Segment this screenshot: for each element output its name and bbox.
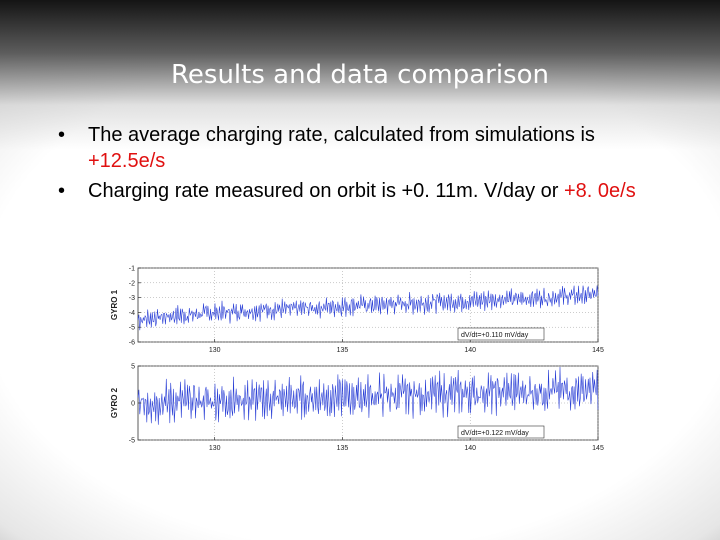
annotation-text: dV/dt=+0.122 mV/day xyxy=(461,430,529,437)
y-tick-label: -5 xyxy=(129,438,135,445)
x-tick-label: 140 xyxy=(464,445,476,452)
chart-panel: 130 135 140 145 5 0 -5 GYRO 2 dV/dt=+0.122 mV/da… xyxy=(110,364,604,453)
y-axis-label: GYRO 2 xyxy=(110,387,119,418)
chart-panel: 130 135 140 145 -1 -2 -3 -4 -5 -6 GYRO 1 dV/dt=+0.1… xyxy=(110,266,604,355)
y-tick-label: -2 xyxy=(129,280,135,287)
x-tick-label: 130 xyxy=(209,347,221,354)
x-tick-label: 135 xyxy=(337,445,349,452)
y-axis-label: GYRO 1 xyxy=(110,289,119,320)
annotation-box xyxy=(457,425,545,439)
bullet-highlight: +12.5e/s xyxy=(88,150,166,172)
y-tick-label: -3 xyxy=(129,295,135,302)
bullet-highlight: +8. 0e/s xyxy=(564,180,636,202)
bullet-text: The average charging rate, calculated fr… xyxy=(88,124,595,146)
x-tick-label: 145 xyxy=(592,445,604,452)
bullet-item: • The average charging rate, calculated … xyxy=(58,122,668,174)
bullet-text: Charging rate measured on orbit is +0. 1… xyxy=(88,180,564,202)
y-tick-label: -1 xyxy=(129,266,135,273)
x-tick-label: 145 xyxy=(592,347,604,354)
bullet-dot-icon: • xyxy=(58,124,66,146)
bullet-item: • Charging rate measured on orbit is +0.… xyxy=(58,178,668,204)
y-tick-label: 5 xyxy=(131,364,135,371)
x-tick-label: 135 xyxy=(337,347,349,354)
y-tick-label: -4 xyxy=(129,310,135,317)
x-tick-label: 140 xyxy=(464,347,476,354)
bullet-list: • The average charging rate, calculated … xyxy=(58,122,668,208)
y-tick-label: -6 xyxy=(129,340,135,347)
y-tick-label: 0 xyxy=(131,401,135,408)
series-line xyxy=(137,285,599,331)
y-tick-label: -5 xyxy=(129,325,135,332)
gyro-charts-figure: 130 135 140 145 -1 -2 -3 -4 -5 -6 GYRO 1 dV/dt=+0.1… xyxy=(110,266,604,453)
slide-title: Results and data comparison xyxy=(171,60,549,90)
annotation-box xyxy=(457,327,545,341)
series-line xyxy=(137,366,599,425)
bullet-dot-icon: • xyxy=(58,180,66,202)
x-tick-label: 130 xyxy=(209,445,221,452)
annotation-text: dV/dt=+0.110 mV/day xyxy=(461,332,529,339)
